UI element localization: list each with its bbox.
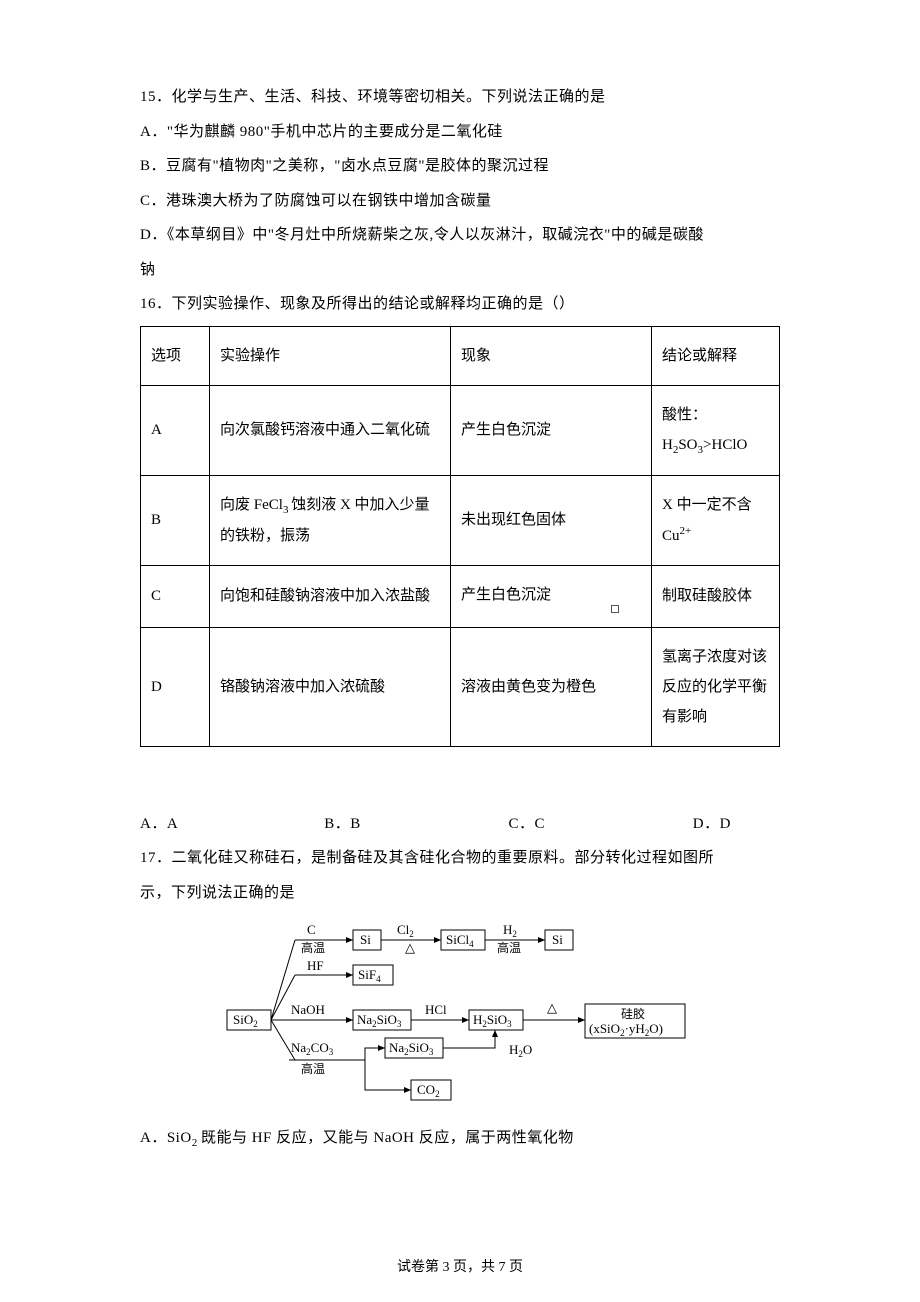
q17-stem-line2: 示，下列说法正确的是 [140, 876, 780, 911]
th-operation: 实验操作 [210, 326, 451, 385]
cell-con: 氢离子浓度对该反应的化学平衡有影响 [652, 627, 780, 746]
q15-opt-d-line1: D．《本草纲目》中"冬月灶中所烧薪柴之灰,令人以灰淋汁，取碱浣衣"中的碱是碳酸 [140, 218, 780, 253]
th-phenomenon: 现象 [451, 326, 652, 385]
footer-left: 试卷第 [397, 1260, 439, 1275]
footer-page: 3 [443, 1260, 450, 1275]
svg-text:△: △ [405, 940, 415, 955]
svg-text:Na2SiO3: Na2SiO3 [389, 1040, 434, 1057]
q15-opt-b: B．豆腐有"植物肉"之美称，"卤水点豆腐"是胶体的聚沉过程 [140, 149, 780, 184]
svg-text:高温: 高温 [301, 940, 325, 955]
q15-opt-d-line2: 钠 [140, 253, 780, 288]
svg-text:H2O: H2O [509, 1042, 532, 1059]
table-row: D 铬酸钠溶液中加入浓硫酸 溶液由黄色变为橙色 氢离子浓度对该反应的化学平衡有影… [141, 627, 780, 746]
svg-text:Na2SiO3: Na2SiO3 [357, 1012, 402, 1029]
svg-text:H2SiO3: H2SiO3 [473, 1012, 512, 1029]
th-option: 选项 [141, 326, 210, 385]
svg-text:Si: Si [552, 932, 563, 947]
svg-text:Na2CO3: Na2CO3 [291, 1040, 334, 1057]
table-row: C 向饱和硅酸钠溶液中加入浓盐酸 产生白色沉淀 制取硅酸胶体 [141, 565, 780, 627]
choice-a: A．A [140, 807, 320, 842]
q16-stem: 16．下列实验操作、现象及所得出的结论或解释均正确的是（） [140, 287, 780, 322]
svg-text:HCl: HCl [425, 1002, 447, 1017]
cell-opt: A [141, 385, 210, 475]
table-row: B 向废 FeCl3 蚀刻液 X 中加入少量的铁粉，振荡 未出现红色固体 X 中… [141, 475, 780, 565]
cell-ph: 未出现红色固体 [451, 475, 652, 565]
svg-text:H2: H2 [503, 922, 517, 939]
table-row: A 向次氯酸钙溶液中通入二氧化硫 产生白色沉淀 酸性：H2SO3>HClO [141, 385, 780, 475]
svg-text:Cl2: Cl2 [397, 922, 414, 939]
footer-right: 页 [509, 1260, 523, 1275]
q15-opt-a: A．"华为麒麟 980"手机中芯片的主要成分是二氧化硅 [140, 115, 780, 150]
footer-total: 7 [499, 1260, 506, 1275]
q15-opt-c: C．港珠澳大桥为了防腐蚀可以在钢铁中增加含碳量 [140, 184, 780, 219]
svg-text:△: △ [547, 1000, 557, 1015]
footer-mid: 页，共 [453, 1260, 495, 1275]
choice-c: C．C [509, 807, 689, 842]
cell-op: 向废 FeCl3 蚀刻液 X 中加入少量的铁粉，振荡 [210, 475, 451, 565]
q17-stem-line1: 17．二氧化硅又称硅石，是制备硅及其含硅化合物的重要原料。部分转化过程如图所 [140, 841, 780, 876]
svg-text:HF: HF [307, 958, 324, 973]
cell-ph: 溶液由黄色变为橙色 [451, 627, 652, 746]
choice-b: B．B [324, 807, 504, 842]
cell-ph: 产生白色沉淀 [451, 565, 652, 627]
q15-stem: 15．化学与生产、生活、科技、环境等密切相关。下列说法正确的是 [140, 80, 780, 115]
svg-text:(xSiO2·yH2O): (xSiO2·yH2O) [589, 1021, 663, 1038]
svg-text:NaOH: NaOH [291, 1002, 325, 1017]
cell-opt: B [141, 475, 210, 565]
cell-con: 制取硅酸胶体 [652, 565, 780, 627]
cell-op: 向饱和硅酸钠溶液中加入浓盐酸 [210, 565, 451, 627]
choice-d: D．D [693, 807, 731, 842]
cell-con: X 中一定不含 Cu2+ [652, 475, 780, 565]
svg-text:硅胶: 硅胶 [621, 1006, 645, 1021]
svg-text:高温: 高温 [497, 940, 521, 955]
q16-table: 选项 实验操作 现象 结论或解释 A 向次氯酸钙溶液中通入二氧化硫 产生白色沉淀… [140, 326, 780, 747]
svg-text:Si: Si [360, 932, 371, 947]
q17-opt-a: A．SiO2 既能与 HF 反应，又能与 NaOH 反应，属于两性氧化物 [140, 1121, 780, 1156]
cell-ph: 产生白色沉淀 [451, 385, 652, 475]
cell-opt: C [141, 565, 210, 627]
table-header-row: 选项 实验操作 现象 结论或解释 [141, 326, 780, 385]
cell-op: 铬酸钠溶液中加入浓硫酸 [210, 627, 451, 746]
marker-icon [611, 605, 619, 613]
th-conclusion: 结论或解释 [652, 326, 780, 385]
page-footer: 试卷第 3 页，共 7 页 [0, 1256, 920, 1276]
q17-flowchart: SiO2 C 高温 Si Cl2 △ SiCl4 H2 [225, 920, 695, 1115]
cell-opt: D [141, 627, 210, 746]
cell-con: 酸性：H2SO3>HClO [652, 385, 780, 475]
svg-text:高温: 高温 [301, 1061, 325, 1076]
svg-text:C: C [307, 922, 316, 937]
cell-op: 向次氯酸钙溶液中通入二氧化硫 [210, 385, 451, 475]
q16-choices: A．A B．B C．C D．D [140, 807, 780, 842]
